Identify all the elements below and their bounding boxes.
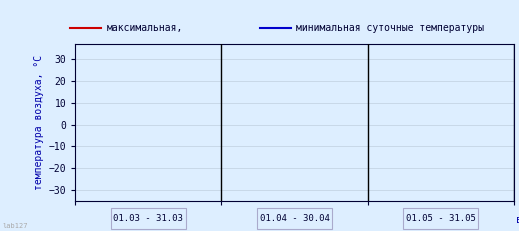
Text: 01.04 - 30.04: 01.04 - 30.04	[260, 214, 330, 223]
Text: максимальная,: максимальная,	[106, 23, 183, 33]
Text: время: время	[516, 215, 519, 225]
Text: 01.03 - 31.03: 01.03 - 31.03	[114, 214, 183, 223]
Text: 01.05 - 31.05: 01.05 - 31.05	[406, 214, 475, 223]
Text: lab127: lab127	[3, 223, 28, 229]
Text: минимальная суточные температуры: минимальная суточные температуры	[296, 23, 484, 33]
Y-axis label: температура воздуха, °C: температура воздуха, °C	[34, 55, 45, 190]
